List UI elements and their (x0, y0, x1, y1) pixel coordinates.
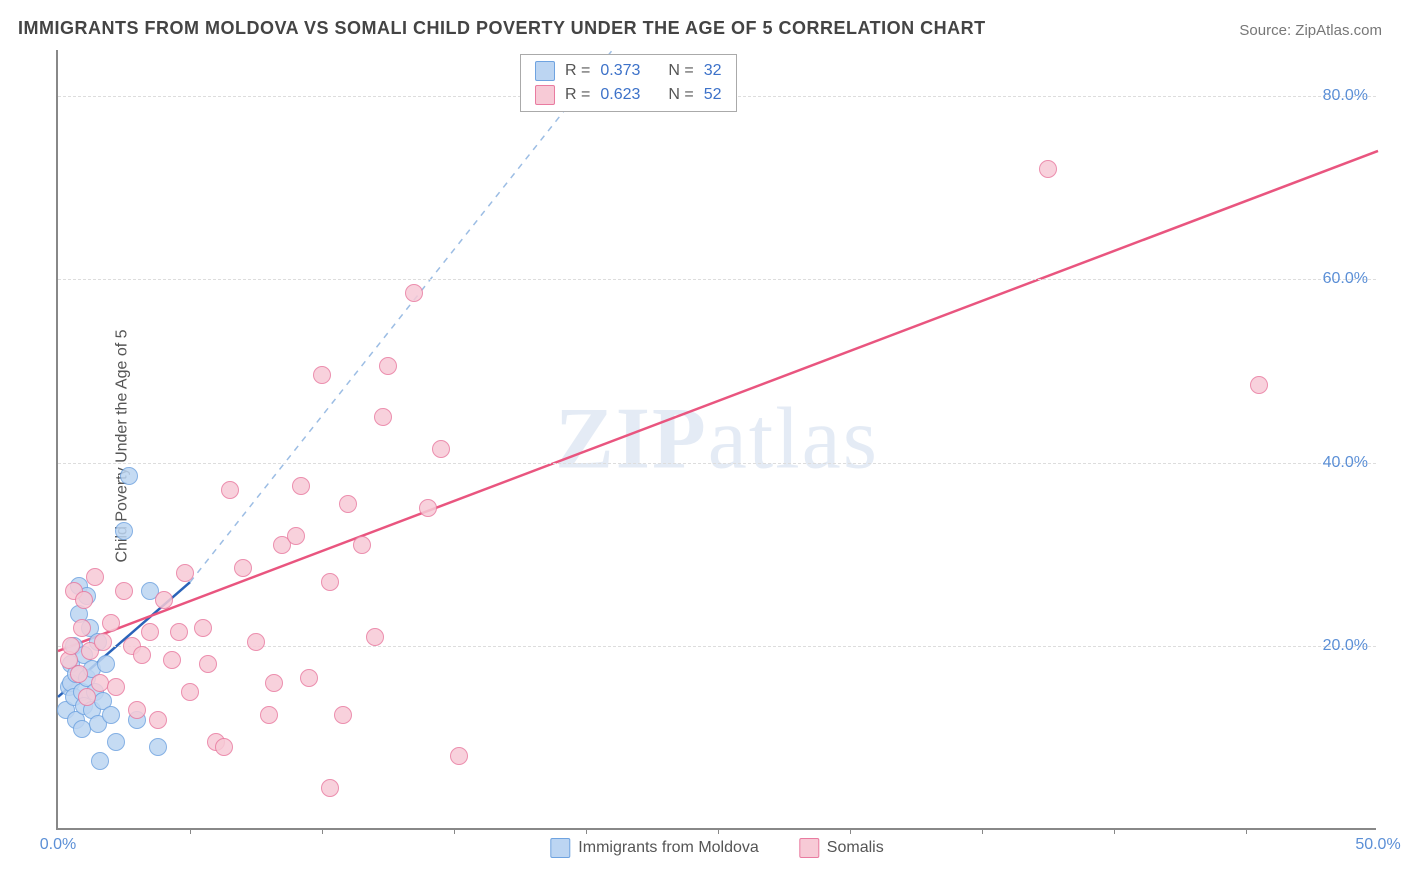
data-point (97, 655, 115, 673)
data-point (75, 591, 93, 609)
data-point (86, 568, 104, 586)
data-point (374, 408, 392, 426)
trend-lines-svg (58, 50, 1376, 828)
y-tick-label: 60.0% (1323, 270, 1368, 288)
data-point (102, 706, 120, 724)
data-point (133, 646, 151, 664)
data-point (199, 655, 217, 673)
data-point (321, 779, 339, 797)
grid-line (58, 279, 1376, 280)
x-tick-minor (1246, 828, 1247, 834)
series-legend-item: Somalis (799, 838, 884, 858)
y-tick-label: 80.0% (1323, 87, 1368, 105)
plot-area: ZIPatlas 20.0%40.0%60.0%80.0%0.0%50.0%R … (56, 50, 1376, 830)
legend-swatch (550, 838, 570, 858)
data-point (176, 564, 194, 582)
data-point (432, 440, 450, 458)
data-point (91, 752, 109, 770)
data-point (107, 733, 125, 751)
x-tick-minor (454, 828, 455, 834)
data-point (339, 495, 357, 513)
data-point (70, 665, 88, 683)
data-point (1250, 376, 1268, 394)
data-point (405, 284, 423, 302)
data-point (115, 582, 133, 600)
data-point (170, 623, 188, 641)
data-point (107, 678, 125, 696)
correlation-legend-row: R =0.623N =52 (521, 83, 736, 107)
data-point (115, 522, 133, 540)
data-point (194, 619, 212, 637)
x-tick-label: 0.0% (40, 836, 76, 854)
source-link[interactable]: ZipAtlas.com (1295, 22, 1382, 39)
trend-line (190, 50, 612, 582)
data-point (163, 651, 181, 669)
legend-swatch (535, 61, 555, 81)
legend-swatch (535, 85, 555, 105)
data-point (450, 747, 468, 765)
data-point (292, 477, 310, 495)
data-point (149, 738, 167, 756)
source-label: Source: (1239, 22, 1295, 39)
data-point (181, 683, 199, 701)
data-point (419, 499, 437, 517)
data-point (300, 669, 318, 687)
data-point (73, 619, 91, 637)
x-tick-minor (1114, 828, 1115, 834)
data-point (313, 366, 331, 384)
correlation-legend-row: R =0.373N =32 (521, 59, 736, 83)
data-point (1039, 160, 1057, 178)
chart-title: IMMIGRANTS FROM MOLDOVA VS SOMALI CHILD … (18, 18, 986, 39)
data-point (247, 633, 265, 651)
x-tick-label: 50.0% (1355, 836, 1400, 854)
data-point (379, 357, 397, 375)
source-credit: Source: ZipAtlas.com (1239, 22, 1382, 39)
x-tick-minor (718, 828, 719, 834)
data-point (62, 637, 80, 655)
data-point (78, 688, 96, 706)
data-point (366, 628, 384, 646)
data-point (128, 701, 146, 719)
data-point (215, 738, 233, 756)
data-point (102, 614, 120, 632)
data-point (155, 591, 173, 609)
correlation-legend: R =0.373N =32R =0.623N =52 (520, 54, 737, 112)
legend-swatch (799, 838, 819, 858)
data-point (321, 573, 339, 591)
data-point (353, 536, 371, 554)
series-legend-item: Immigrants from Moldova (550, 838, 759, 858)
series-legend-label: Somalis (827, 839, 884, 857)
data-point (265, 674, 283, 692)
series-legend: Immigrants from Moldova Somalis (550, 838, 883, 858)
x-tick-minor (322, 828, 323, 834)
series-legend-label: Immigrants from Moldova (578, 839, 759, 857)
data-point (149, 711, 167, 729)
data-point (141, 623, 159, 641)
trend-line (58, 151, 1378, 651)
y-tick-label: 40.0% (1323, 454, 1368, 472)
data-point (94, 633, 112, 651)
data-point (260, 706, 278, 724)
y-tick-label: 20.0% (1323, 637, 1368, 655)
data-point (287, 527, 305, 545)
data-point (120, 467, 138, 485)
x-tick-minor (982, 828, 983, 834)
data-point (221, 481, 239, 499)
data-point (234, 559, 252, 577)
data-point (334, 706, 352, 724)
x-tick-minor (586, 828, 587, 834)
grid-line (58, 463, 1376, 464)
x-tick-minor (850, 828, 851, 834)
x-tick-minor (190, 828, 191, 834)
